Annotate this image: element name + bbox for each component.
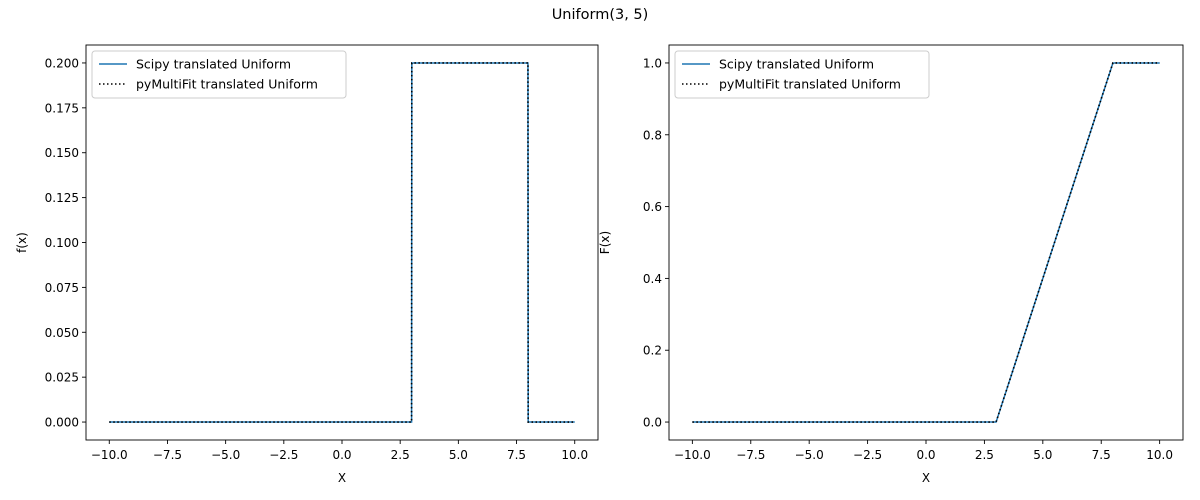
y-tick-label: 0.6 xyxy=(643,200,662,214)
legend-label-scipy: Scipy translated Uniform xyxy=(136,57,291,72)
subplot-2: −10.0 −7.5 −5.0 −2.5 0.0 2.5 5.0 7.5 10.0 0.0 0.2 0… xyxy=(598,44,1184,485)
x-tick-label: 5.0 xyxy=(449,448,468,462)
y-tick-label: 0.000 xyxy=(45,416,79,430)
x-axis-label: X xyxy=(922,471,930,485)
legend-label-pymultifit: pyMultiFit translated Uniform xyxy=(719,77,901,92)
x-tick-label: 10.0 xyxy=(1146,448,1173,462)
x-tick-label: 10.0 xyxy=(561,448,588,462)
y-tick-label: 0.100 xyxy=(45,236,79,250)
x-tick-label: 2.5 xyxy=(391,448,410,462)
legend: Scipy translated Uniform pyMultiFit trans… xyxy=(91,50,347,99)
x-tick-label: 0.0 xyxy=(916,448,935,462)
x-tick-label: 0.0 xyxy=(332,448,351,462)
y-tick-label: 0.0 xyxy=(643,416,662,430)
x-axis-label: X xyxy=(338,471,346,485)
y-axis-label: F(x) xyxy=(598,231,612,254)
series-line-pymultifit xyxy=(109,62,575,423)
series-line-pymultifit xyxy=(692,62,1160,423)
x-tick-label: −5.0 xyxy=(795,448,824,462)
y-axis-label: f(x) xyxy=(15,232,29,253)
y-tick-label: 0.2 xyxy=(643,344,662,358)
x-tick-label: −2.5 xyxy=(853,448,882,462)
axes-frame xyxy=(668,44,1184,441)
x-tick-label: 2.5 xyxy=(975,448,994,462)
legend-label-pymultifit: pyMultiFit translated Uniform xyxy=(136,77,318,92)
figure-title: Uniform(3, 5) xyxy=(551,7,649,23)
x-tick-label: −2.5 xyxy=(269,448,298,462)
legend-box xyxy=(91,50,347,99)
x-tick-label: 7.5 xyxy=(1092,448,1111,462)
y-tick-label: 0.150 xyxy=(45,146,79,160)
y-tick-label: 0.075 xyxy=(45,281,79,295)
x-tick-label: −10.0 xyxy=(91,448,128,462)
x-tick-label: −5.0 xyxy=(211,448,240,462)
y-tick-label: 0.8 xyxy=(643,128,662,142)
subplot-1: −10.0 −7.5 −5.0 −2.5 0.0 2.5 5.0 7.5 10.0 0.000 0.… xyxy=(15,44,599,485)
y-tick-label: 0.4 xyxy=(643,272,662,286)
y-tick-label: 0.175 xyxy=(45,101,79,115)
series-line-scipy xyxy=(109,62,575,423)
legend: Scipy translated Uniform pyMultiFit trans… xyxy=(674,50,930,99)
y-tick-label: 0.125 xyxy=(45,191,79,205)
y-tick-label: 0.200 xyxy=(45,56,79,70)
x-tick-label: −7.5 xyxy=(153,448,182,462)
x-tick-label: −10.0 xyxy=(674,448,711,462)
x-tick-label: −7.5 xyxy=(736,448,765,462)
x-tick-label: 5.0 xyxy=(1033,448,1052,462)
series-line-scipy xyxy=(692,62,1160,423)
legend-label-scipy: Scipy translated Uniform xyxy=(719,57,874,72)
y-tick-label: 1.0 xyxy=(643,56,662,70)
y-tick-label: 0.050 xyxy=(45,326,79,340)
y-tick-label: 0.025 xyxy=(45,371,79,385)
legend-box xyxy=(674,50,930,99)
axes-frame xyxy=(85,44,599,441)
x-tick-label: 7.5 xyxy=(507,448,526,462)
